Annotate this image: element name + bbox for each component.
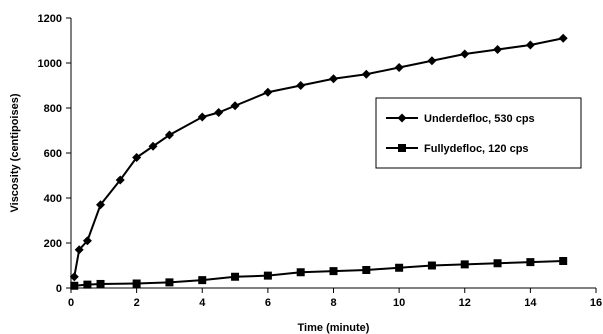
data-point [83,280,92,289]
data-point [361,69,371,79]
data-point [460,260,469,269]
x-axis-title: Time (minute) [298,322,370,334]
data-point [69,272,79,282]
legend-entry: Underdefloc, 530 cps [386,113,535,125]
data-point [493,45,503,54]
data-point [82,236,92,246]
data-point [198,276,207,285]
data-point [525,40,535,50]
data-point [74,245,84,255]
data-point [329,267,338,276]
series-line [74,260,564,287]
y-tick-label: 600 [44,148,62,160]
data-point [394,63,404,72]
x-tick-label: 4 [199,297,206,309]
data-point [96,279,105,288]
series-2 [70,257,568,290]
data-point [231,272,240,281]
data-point [96,200,106,210]
x-tick-label: 16 [590,297,602,309]
data-point [197,112,207,122]
data-point [132,153,142,162]
data-point [460,49,470,59]
legend-marker [397,113,407,123]
legend-label: Fullydefloc, 120 cps [424,143,529,155]
data-point [493,259,502,268]
data-point [164,130,174,140]
data-point [559,257,568,265]
data-point [230,101,240,111]
data-point [148,141,158,151]
legend-box [375,97,582,169]
data-point [427,261,436,270]
data-point [263,271,272,280]
data-point [526,258,535,267]
y-tick-label: 0 [56,283,62,295]
x-tick-label: 10 [393,297,405,309]
axes: 0 200 400 600 800 1000 1200 0 2 4 6 8 10 12 14 16 [38,13,603,309]
x-tick-label: 14 [524,297,537,309]
data-point [329,74,338,84]
y-tick-label: 800 [44,103,62,115]
data-point [296,81,306,90]
data-point [70,281,79,290]
x-tick-label: 6 [265,297,271,309]
data-point [296,268,305,277]
x-tick-label: 2 [134,297,140,309]
data-point [165,278,174,287]
plot-series [69,33,568,290]
x-tick-label: 8 [330,297,336,309]
legend-marker [398,144,406,152]
data-point [427,56,437,66]
data-point [214,108,224,117]
legend-label: Underdefloc, 530 cps [424,113,535,125]
y-tick-label: 1000 [38,58,62,70]
y-tick-label: 200 [44,238,62,250]
x-tick-label: 12 [459,297,471,309]
data-point [362,266,371,274]
x-tick-label: 0 [68,297,74,309]
data-point [395,263,404,272]
y-tick-label: 400 [44,193,62,205]
data-point [263,87,273,97]
data-point [558,33,568,43]
y-tick-label: 1200 [38,13,62,25]
series-1 [69,33,568,282]
legend-entry: Fullydefloc, 120 cps [386,143,529,155]
data-point [132,279,141,288]
y-axis-title: Viscosity (centipoises) [9,93,21,212]
legend: Underdefloc, 530 cps Fullydefloc, 120 cps [375,97,582,169]
data-point [115,175,125,185]
